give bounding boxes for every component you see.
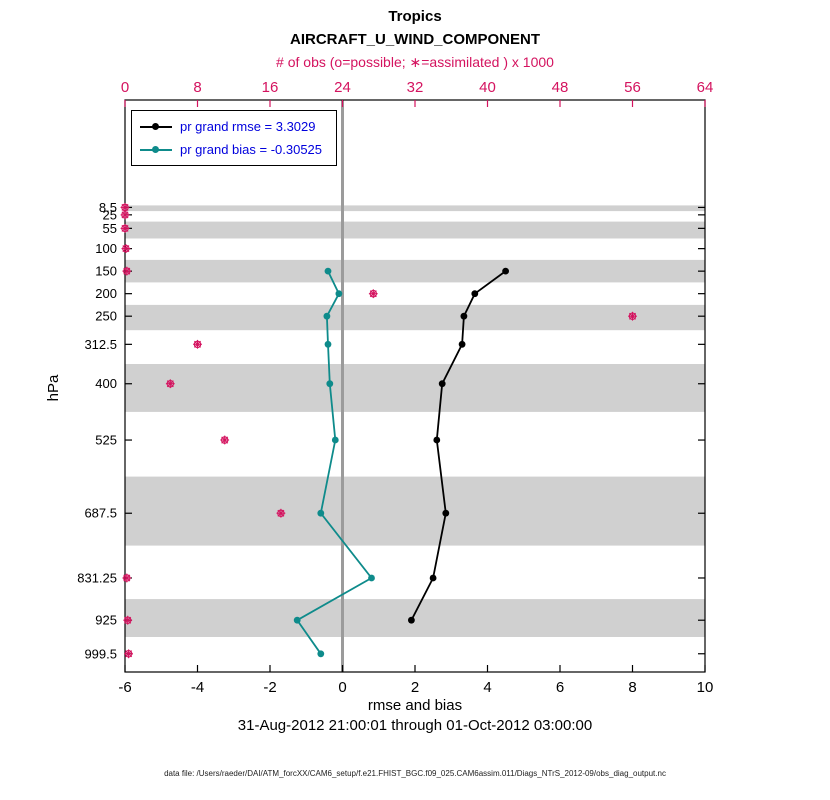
datafile-label: data file: /Users/raeder/DAI/ATM_forcXX/…: [164, 769, 666, 778]
rmse-point: [502, 267, 509, 275]
top-tick-label: 64: [697, 79, 714, 96]
y-tick-label: 400: [95, 376, 117, 391]
rmse-marker-sample: [152, 123, 159, 130]
obs-assimilated-marker: [124, 616, 132, 624]
x-tick-label: 10: [697, 679, 714, 696]
obs-assimilated-marker: [221, 436, 229, 444]
obs-assimilated-marker: [121, 211, 129, 219]
obs-assimilated-marker: [369, 290, 377, 298]
x-tick-label: 6: [556, 679, 564, 696]
chart-title: Tropics: [388, 8, 441, 25]
obs-assimilated-marker: [121, 224, 129, 232]
x-axis-label: rmse and bias: [368, 697, 462, 714]
y-tick-label: 999.5: [84, 646, 117, 661]
obs-assimilated-marker: [121, 203, 129, 211]
y-tick-label: 250: [95, 309, 117, 324]
timespan-label: 31-Aug-2012 21:00:01 through 01-Oct-2012…: [238, 717, 592, 734]
legend-item-rmse: pr grand rmse = 3.3029: [140, 119, 322, 134]
obs-assimilated-marker: [194, 340, 201, 348]
top-tick-label: 48: [552, 79, 569, 96]
top-tick-label: 0: [121, 79, 129, 96]
top-tick-label: 56: [624, 79, 641, 96]
top-tick-label: 40: [479, 79, 496, 96]
y-tick-label: 55: [103, 221, 117, 236]
legend-label-rmse: pr grand rmse = 3.3029: [180, 119, 316, 134]
y-tick-label: 25: [103, 207, 117, 222]
bias-line: [295, 270, 373, 655]
x-tick-label: 0: [338, 679, 346, 696]
y-tick-label: 200: [95, 286, 117, 301]
bias-point: [368, 574, 375, 582]
x-tick-label: -4: [191, 679, 204, 696]
bias-point: [335, 290, 343, 298]
bias-point: [317, 509, 325, 517]
bias-marker-sample: [152, 146, 159, 153]
y-axis-label: hPa: [45, 374, 62, 401]
bias-line-swatch: [140, 145, 172, 154]
y-tick-label: 150: [95, 264, 117, 279]
shaded-band: [125, 364, 705, 412]
shaded-band: [125, 259, 705, 283]
top-axis-title: # of obs (o=possible; ∗=assimilated ) x …: [276, 54, 554, 70]
top-tick-label: 32: [407, 79, 424, 96]
obs-assimilated-marker: [166, 380, 174, 388]
x-tick-label: 8: [628, 679, 636, 696]
obs-assimilated-marker: [123, 267, 131, 275]
rmse-point: [408, 616, 415, 624]
bias-point: [323, 312, 331, 320]
bias-point: [331, 436, 339, 444]
shaded-band: [125, 205, 705, 212]
shaded-band: [125, 221, 705, 239]
rmse-point: [429, 574, 437, 582]
top-tick-label: 16: [262, 79, 279, 96]
rmse-point: [458, 340, 466, 348]
bias-point: [293, 616, 301, 624]
obs-assimilated-marker: [125, 650, 133, 658]
bias-point: [326, 380, 334, 388]
top-tick-label: 24: [334, 79, 351, 96]
obs-assimilated-marker: [629, 312, 636, 320]
y-tick-label: 100: [95, 241, 117, 256]
bias-point: [324, 267, 332, 275]
y-tick-label: 687.5: [84, 506, 117, 521]
x-tick-label: -2: [263, 679, 276, 696]
obs-assimilated-marker: [122, 245, 130, 253]
x-tick-label: 4: [483, 679, 491, 696]
shaded-band: [125, 599, 705, 637]
chart-subtitle: AIRCRAFT_U_WIND_COMPONENT: [290, 31, 540, 48]
top-tick-label: 8: [193, 79, 201, 96]
bias-point: [324, 340, 332, 348]
legend-label-bias: pr grand bias = -0.30525: [180, 142, 323, 157]
bias-point: [317, 650, 325, 658]
legend-item-bias: pr grand bias = -0.30525: [140, 142, 322, 157]
shaded-band: [125, 476, 705, 546]
rmse-point: [471, 290, 479, 298]
x-tick-label: 2: [411, 679, 419, 696]
obs-assimilated-marker: [277, 509, 285, 517]
y-tick-label: 525: [95, 433, 117, 448]
rmse-point: [442, 509, 450, 517]
legend: pr grand rmse = 3.3029 pr grand bias = -…: [131, 110, 338, 166]
y-tick-label: 8.5: [99, 200, 117, 215]
x-tick-label: -6: [118, 679, 131, 696]
obs-assimilated-marker: [123, 574, 131, 582]
chart-layers: -6 -4 -2 0 2 4 6 8 100 8 16 24 32 40 48 56 648.525551001…: [77, 79, 713, 696]
rmse-point: [433, 436, 441, 444]
rmse-point: [438, 380, 446, 388]
rmse-line-swatch: [140, 122, 172, 131]
y-tick-label: 312.5: [84, 337, 117, 352]
rmse-point: [460, 312, 468, 320]
y-tick-label: 831.25: [77, 570, 117, 585]
shaded-band: [125, 304, 705, 331]
y-tick-label: 925: [95, 613, 117, 628]
